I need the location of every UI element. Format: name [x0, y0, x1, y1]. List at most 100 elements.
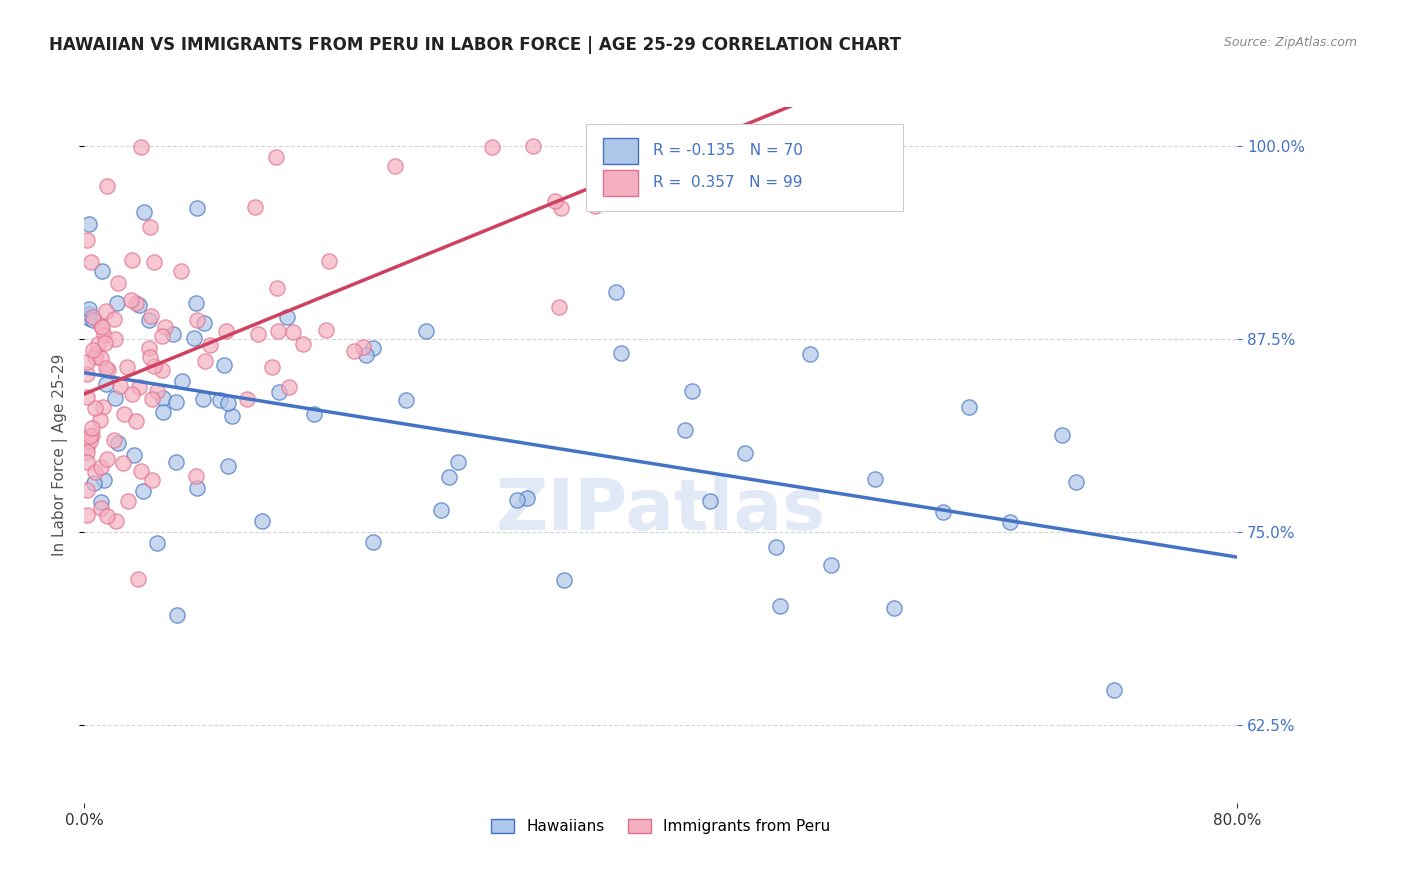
Y-axis label: In Labor Force | Age 25-29: In Labor Force | Age 25-29	[52, 354, 69, 556]
Point	[292, 337, 315, 351]
Point	[93, 473, 115, 487]
Point	[734, 446, 756, 460]
Point	[82, 313, 104, 327]
Point	[96, 508, 118, 523]
Point	[363, 534, 385, 549]
Point	[150, 329, 173, 343]
Legend: Hawaiians, Immigrants from Peru: Hawaiians, Immigrants from Peru	[485, 814, 837, 840]
Point	[516, 491, 538, 506]
Point	[166, 607, 188, 622]
Point	[138, 312, 160, 326]
Point	[384, 159, 406, 173]
Point	[90, 351, 112, 365]
Point	[96, 304, 118, 318]
Point	[76, 390, 98, 404]
Text: HAWAIIAN VS IMMIGRANTS FROM PERU IN LABOR FORCE | AGE 25-29 CORRELATION CHART: HAWAIIAN VS IMMIGRANTS FROM PERU IN LABO…	[49, 36, 901, 54]
Point	[77, 301, 100, 316]
Point	[77, 217, 100, 231]
Point	[94, 376, 117, 391]
Point	[114, 407, 136, 421]
Text: R = -0.135   N = 70: R = -0.135 N = 70	[652, 143, 803, 158]
Point	[184, 468, 207, 483]
Point	[621, 138, 644, 153]
FancyBboxPatch shape	[586, 124, 903, 211]
Point	[193, 392, 215, 406]
Point	[183, 331, 205, 345]
Point	[318, 254, 340, 268]
Point	[194, 354, 217, 368]
Point	[79, 434, 101, 448]
Point	[139, 220, 162, 235]
Point	[395, 393, 418, 408]
Point	[361, 341, 384, 355]
Point	[120, 293, 142, 307]
Point	[217, 395, 239, 409]
Point	[186, 312, 208, 326]
Point	[186, 201, 208, 215]
Point	[302, 407, 325, 421]
Point	[673, 424, 696, 438]
Point	[681, 384, 703, 398]
Point	[610, 346, 633, 360]
Point	[131, 464, 153, 478]
Point	[84, 465, 107, 479]
Point	[1066, 475, 1088, 489]
FancyBboxPatch shape	[603, 137, 638, 164]
Point	[617, 138, 640, 153]
Point	[112, 456, 135, 470]
Point	[82, 343, 104, 357]
Point	[82, 421, 104, 435]
Point	[127, 572, 149, 586]
Point	[90, 264, 112, 278]
Point	[553, 573, 575, 587]
Point	[76, 455, 98, 469]
Point	[132, 483, 155, 498]
Point	[80, 255, 103, 269]
Point	[141, 392, 163, 406]
Point	[544, 194, 567, 208]
Point	[90, 320, 112, 334]
Point	[97, 362, 120, 376]
Point	[647, 138, 669, 153]
Point	[264, 150, 287, 164]
Point	[605, 285, 627, 299]
Point	[117, 494, 139, 508]
Point	[141, 473, 163, 487]
Point	[269, 385, 291, 400]
Point	[276, 310, 298, 324]
Point	[131, 140, 153, 154]
Point	[96, 179, 118, 194]
Point	[103, 433, 125, 447]
Point	[998, 515, 1021, 529]
Point	[91, 400, 114, 414]
Point	[134, 205, 156, 219]
Point	[221, 409, 243, 424]
Point	[283, 325, 305, 339]
Point	[215, 325, 238, 339]
Point	[481, 140, 503, 154]
Point	[108, 378, 131, 392]
Point	[1050, 427, 1073, 442]
Point	[146, 384, 169, 398]
Point	[87, 337, 110, 351]
Text: Source: ZipAtlas.com: Source: ZipAtlas.com	[1223, 36, 1357, 49]
Point	[723, 138, 745, 153]
Point	[1102, 683, 1125, 698]
Point	[695, 175, 717, 189]
Point	[84, 350, 107, 364]
Point	[352, 340, 374, 354]
Point	[769, 599, 792, 613]
Point	[208, 392, 231, 407]
Point	[89, 413, 111, 427]
Point	[548, 300, 571, 314]
Point	[105, 295, 128, 310]
Point	[94, 335, 117, 350]
Point	[506, 492, 529, 507]
Point	[104, 391, 127, 405]
Point	[820, 558, 842, 573]
Point	[315, 323, 337, 337]
Point	[76, 233, 98, 247]
Point	[90, 495, 112, 509]
Point	[165, 455, 187, 469]
Point	[83, 401, 105, 416]
